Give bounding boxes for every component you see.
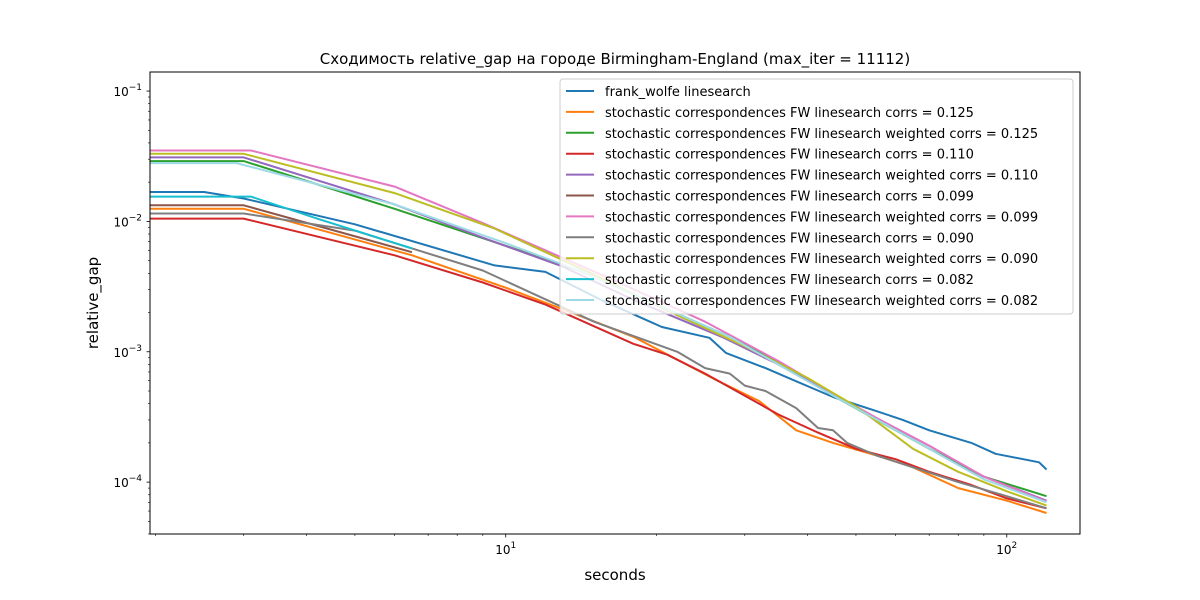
- legend-entry-5: stochastic correspondences FW linesearch…: [566, 169, 1038, 184]
- legend-entry-11: stochastic correspondences FW linesearch…: [566, 294, 1038, 309]
- y-axis-label: relative_gap: [84, 257, 103, 349]
- legend-label: stochastic correspondences FW linesearch…: [605, 294, 1038, 309]
- legend-label: stochastic correspondences FW linesearch…: [605, 106, 974, 121]
- x-tick-label: 102: [996, 541, 1017, 557]
- series-line-11: [150, 162, 1047, 504]
- legend: frank_wolfe linesearch stochastic corresp…: [559, 78, 1074, 315]
- legend-entry-6: stochastic correspondences FW linesearch…: [566, 190, 974, 205]
- series-line-8: [150, 212, 1047, 510]
- x-axis-label: seconds: [584, 566, 645, 584]
- legend-box: [559, 78, 1074, 315]
- legend-label: stochastic correspondences FW linesearch…: [605, 148, 974, 163]
- legend-entry-1: frank_wolfe linesearch: [566, 85, 751, 100]
- y-tick-label: 10−4: [113, 474, 142, 490]
- y-tick-label: 10−3: [113, 344, 142, 360]
- legend-entry-9: stochastic correspondences FW linesearch…: [566, 252, 1038, 267]
- legend-entry-7: stochastic correspondences FW linesearch…: [566, 210, 1038, 225]
- legend-label: stochastic correspondences FW linesearch…: [605, 127, 1038, 142]
- series-line-7: [150, 149, 1047, 503]
- legend-label: stochastic correspondences FW linesearch…: [605, 190, 974, 205]
- legend-label: frank_wolfe linesearch: [605, 85, 751, 100]
- x-tick-label: 101: [495, 541, 516, 557]
- series-line-10: [150, 195, 413, 250]
- chart-title: Сходимость relative_gap на городе Birmin…: [320, 50, 910, 69]
- series-line-9: [150, 152, 1047, 507]
- y-tick-label: 10−2: [113, 213, 142, 229]
- series-layer: [150, 149, 1048, 514]
- legend-entry-4: stochastic correspondences FW linesearch…: [566, 148, 974, 163]
- legend-entry-8: stochastic correspondences FW linesearch…: [566, 231, 974, 246]
- series-line-2: [150, 207, 1047, 514]
- y-axis-ticks: 10−4 10−3 10−2 10−1: [113, 83, 150, 535]
- series-line-6: [150, 204, 413, 254]
- legend-label: stochastic correspondences FW linesearch…: [605, 169, 1038, 184]
- legend-entry-3: stochastic correspondences FW linesearch…: [566, 127, 1038, 142]
- legend-label: stochastic correspondences FW linesearch…: [605, 210, 1038, 225]
- plot-frame: [149, 71, 1081, 535]
- y-tick-label: 10−1: [113, 83, 142, 99]
- legend-entry-2: stochastic correspondences FW linesearch…: [566, 106, 974, 121]
- series-line-1: [150, 191, 1048, 471]
- legend-label: stochastic correspondences FW linesearch…: [605, 231, 974, 246]
- x-axis-ticks: 101 102: [155, 534, 1017, 557]
- legend-entry-10: stochastic correspondences FW linesearch…: [566, 273, 974, 288]
- legend-label: stochastic correspondences FW linesearch…: [605, 273, 974, 288]
- legend-label: stochastic correspondences FW linesearch…: [605, 252, 1038, 267]
